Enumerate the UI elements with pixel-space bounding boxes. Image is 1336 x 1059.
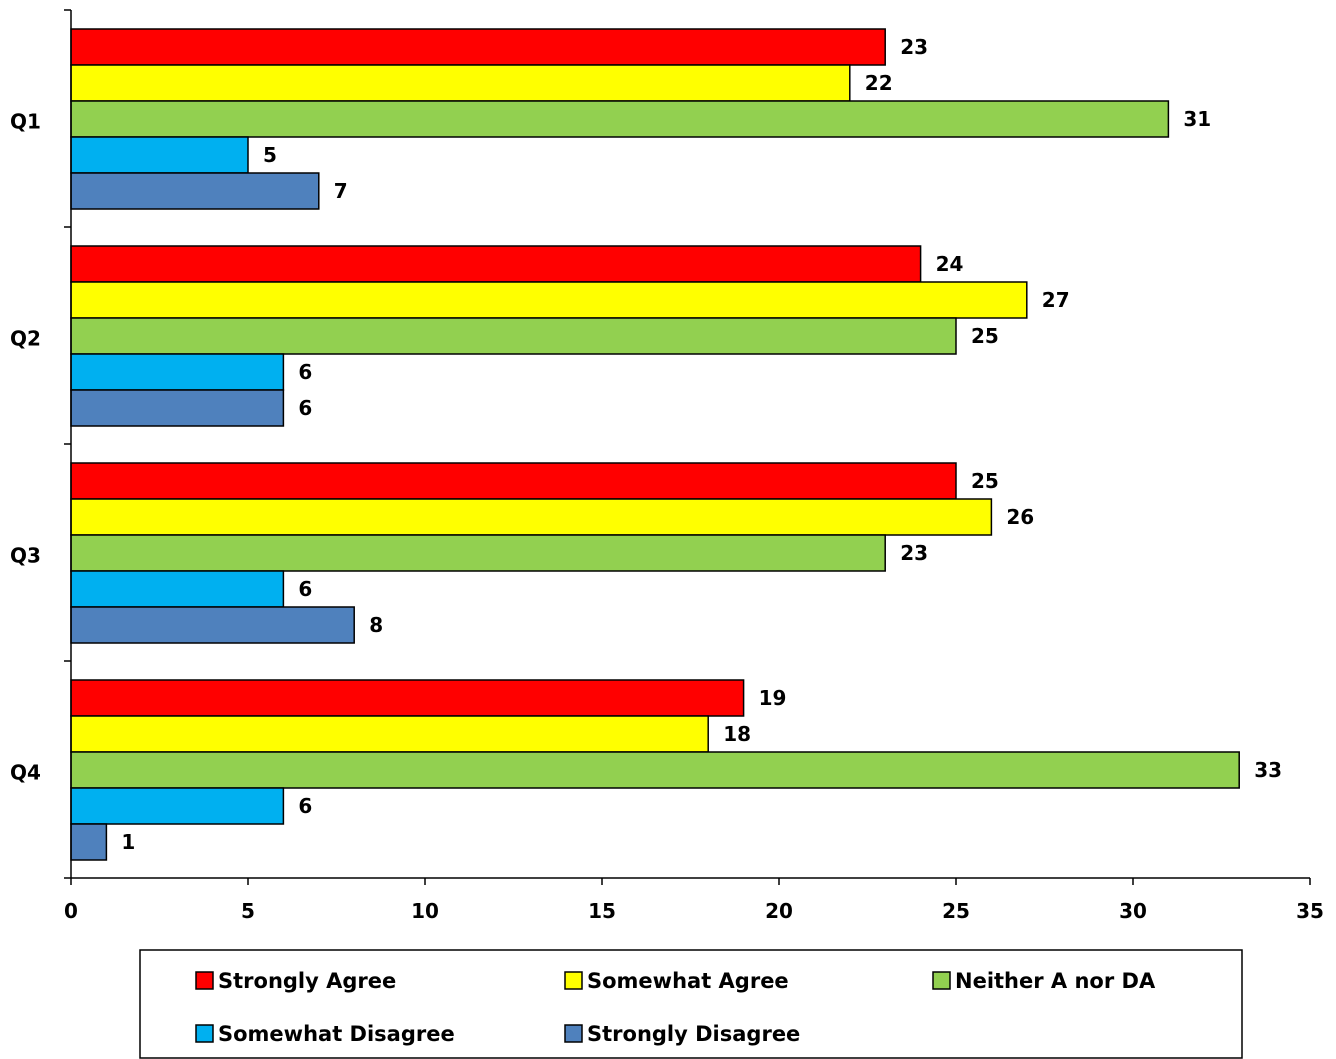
bar-q2-somewhat-agree (70, 281, 1028, 319)
data-label: 25 (971, 469, 999, 493)
category-label: Q2 (10, 327, 41, 351)
bars-layer (70, 28, 1240, 861)
data-label: 1 (121, 830, 135, 854)
data-label: 6 (298, 396, 312, 420)
bar-q2-neither-a-nor-da (70, 317, 957, 355)
data-label: 23 (900, 541, 928, 565)
legend-label: Neither A nor DA (955, 969, 1156, 993)
axes-layer (64, 9, 1310, 879)
data-label: 24 (936, 252, 964, 276)
bar-q4-neither-a-nor-da (70, 751, 1240, 789)
x-tick-label: 35 (1296, 899, 1324, 923)
legend-swatch (564, 971, 583, 990)
x-tick-label: 5 (241, 899, 255, 923)
data-label: 5 (263, 143, 277, 167)
bar-q1-strongly-disagree (70, 172, 320, 210)
value-labels-layer: 23 22 31 5 7 24 27 25 6 6 25 26 23 6 8 19 18 33 6 1 (121, 35, 1282, 854)
category-label: Q1 (10, 110, 41, 134)
bar-q2-somewhat-disagree (70, 353, 285, 391)
category-label: Q4 (10, 761, 41, 785)
x-tick-label: 10 (411, 899, 439, 923)
bar-q1-somewhat-disagree (70, 136, 249, 174)
bar-q1-strongly-agree (70, 28, 886, 66)
legend-label: Somewhat Agree (587, 969, 789, 993)
data-label: 22 (865, 71, 893, 95)
bar-q4-somewhat-disagree (70, 787, 285, 825)
x-tick-label: 20 (765, 899, 793, 923)
x-tick-layer: 0 5 10 15 20 25 30 35 (64, 878, 1324, 923)
legend-label: Strongly Disagree (587, 1022, 800, 1046)
category-labels-layer: Q1 Q2 Q3 Q4 (10, 110, 41, 785)
x-tick-label: 15 (588, 899, 616, 923)
data-label: 18 (723, 722, 751, 746)
bar-q4-somewhat-agree (70, 715, 709, 753)
legend-label: Somewhat Disagree (218, 1022, 455, 1046)
data-label: 6 (298, 360, 312, 384)
bar-q3-strongly-agree (70, 462, 957, 500)
legend-swatch (932, 971, 951, 990)
bar-q3-neither-a-nor-da (70, 534, 886, 572)
legend-swatch (195, 971, 214, 990)
bar-q2-strongly-agree (70, 245, 922, 283)
data-label: 27 (1042, 288, 1070, 312)
data-label: 6 (298, 794, 312, 818)
data-label: 7 (334, 179, 348, 203)
bar-q1-neither-a-nor-da (70, 100, 1170, 138)
bar-q2-strongly-disagree (70, 389, 285, 427)
category-label: Q3 (10, 544, 41, 568)
bar-q3-somewhat-agree (70, 498, 993, 536)
bar-q4-strongly-disagree (70, 823, 108, 861)
legend-label: Strongly Agree (218, 969, 396, 993)
legend: Strongly Agree Somewhat Agree Neither A no… (139, 949, 1243, 1059)
data-label: 33 (1254, 758, 1282, 782)
bar-q3-strongly-disagree (70, 606, 355, 644)
legend-swatch (564, 1024, 583, 1043)
bar-q3-somewhat-disagree (70, 570, 285, 608)
x-tick-label: 25 (942, 899, 970, 923)
x-tick-label: 0 (64, 899, 78, 923)
data-label: 8 (369, 613, 383, 637)
data-label: 31 (1183, 107, 1211, 131)
data-label: 25 (971, 324, 999, 348)
data-label: 23 (900, 35, 928, 59)
legend-box (139, 949, 1243, 1059)
legend-swatch (195, 1024, 214, 1043)
x-tick-label: 30 (1119, 899, 1147, 923)
bar-q4-strongly-agree (70, 679, 745, 717)
bar-q1-somewhat-agree (70, 64, 851, 102)
data-label: 19 (759, 686, 787, 710)
data-label: 6 (298, 577, 312, 601)
data-label: 26 (1006, 505, 1034, 529)
